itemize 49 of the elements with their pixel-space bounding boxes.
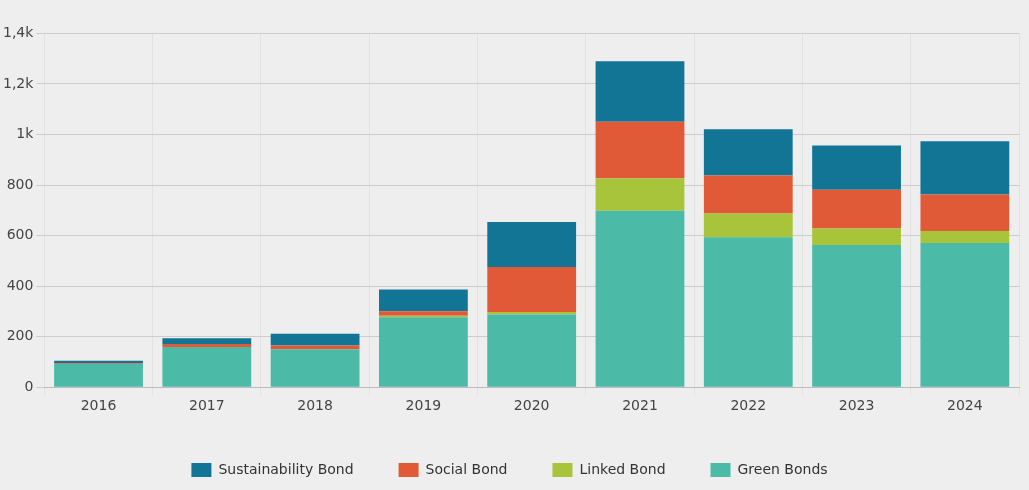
bar (812, 145, 901, 190)
x-tick-label: 2021 (622, 397, 658, 414)
bar (812, 228, 901, 245)
bar (703, 237, 793, 387)
bar (487, 314, 577, 387)
bar (162, 338, 252, 344)
bar (595, 210, 685, 387)
y-tick-label: 1,4k (3, 24, 35, 41)
legend-label: Linked Bond (579, 460, 666, 477)
y-tick-label: 800 (6, 175, 34, 192)
bar (487, 221, 577, 267)
legend-label: Green Bonds (737, 460, 828, 477)
y-tick-label: 600 (6, 226, 34, 243)
bar (378, 317, 468, 387)
bar (920, 141, 1010, 195)
bar (920, 194, 1010, 232)
bar (54, 363, 143, 387)
x-tick-label: 2016 (80, 397, 117, 414)
bar (595, 178, 685, 211)
x-tick-label: 2023 (838, 397, 875, 414)
y-tick-label: 1,2k (3, 74, 35, 91)
x-tick-label: 2017 (188, 397, 225, 414)
bar (920, 242, 1010, 387)
legend-label: Sustainability Bond (218, 460, 354, 477)
x-tick-label: 2020 (513, 397, 550, 414)
bar (812, 244, 901, 387)
x-tick-label: 2024 (947, 397, 983, 414)
bar (703, 175, 793, 214)
bar (595, 121, 685, 179)
bar (703, 129, 793, 176)
bar (270, 333, 360, 346)
bar (920, 231, 1010, 243)
legend-label: Social Bond (425, 460, 508, 477)
x-tick-label: 2019 (405, 397, 442, 414)
bar (270, 349, 360, 387)
bar (703, 213, 793, 238)
y-tick-label: 200 (6, 327, 34, 344)
x-tick-label: 2022 (730, 397, 767, 414)
y-tick-label: 1k (16, 125, 35, 142)
bar (812, 189, 901, 229)
bar (487, 266, 577, 312)
bar (378, 289, 468, 312)
bar (595, 61, 685, 122)
y-tick-label: 0 (24, 377, 34, 394)
x-tick-label: 2018 (297, 397, 333, 414)
bar (378, 311, 468, 316)
bar (162, 347, 252, 387)
y-tick-label: 400 (6, 276, 34, 293)
bar (162, 343, 252, 348)
